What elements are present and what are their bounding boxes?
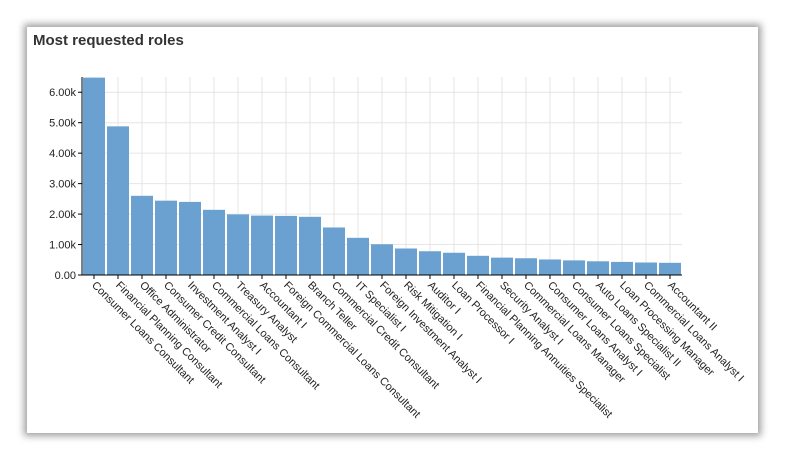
- bar-chart: 0.00 1.00k 2.00k 3.00k 4.00k 5.00k 6.00k Consu…: [49, 77, 746, 421]
- bar[interactable]: [587, 261, 609, 275]
- bar[interactable]: [275, 215, 297, 275]
- bar[interactable]: [395, 248, 417, 275]
- bar[interactable]: [347, 237, 369, 275]
- bar[interactable]: [443, 252, 465, 275]
- chart-card: Most requested roles 0.00 1.00k 2.00k 3.00k…: [27, 27, 758, 433]
- bar[interactable]: [611, 261, 633, 275]
- y-tick-label: 3.00k: [49, 179, 76, 191]
- y-tick-labels: 0.00 1.00k 2.00k 3.00k 4.00k 5.00k 6.00k: [49, 87, 76, 282]
- bar[interactable]: [251, 215, 273, 275]
- chart-title: Most requested roles: [33, 32, 184, 49]
- y-tick-label: 2.00k: [49, 209, 76, 221]
- bar[interactable]: [515, 258, 537, 275]
- bar[interactable]: [419, 251, 441, 275]
- y-tick-label: 0.00: [55, 270, 76, 282]
- bar[interactable]: [299, 216, 321, 275]
- bars: [83, 77, 681, 276]
- bar[interactable]: [635, 262, 657, 275]
- y-tick-label: 6.00k: [49, 87, 76, 99]
- y-tick-label: 1.00k: [49, 240, 76, 252]
- bar[interactable]: [179, 201, 201, 275]
- bar[interactable]: [563, 260, 585, 275]
- bar[interactable]: [491, 257, 513, 275]
- bar[interactable]: [227, 214, 249, 275]
- y-tick-label: 5.00k: [49, 118, 76, 130]
- bar[interactable]: [203, 209, 225, 275]
- axes: [78, 77, 682, 279]
- bar[interactable]: [371, 244, 393, 275]
- bar[interactable]: [539, 259, 561, 275]
- bar[interactable]: [659, 262, 681, 275]
- bar[interactable]: [131, 195, 153, 275]
- bar[interactable]: [83, 77, 105, 276]
- bar[interactable]: [323, 227, 345, 275]
- bar[interactable]: [107, 126, 129, 276]
- bar[interactable]: [155, 200, 177, 275]
- bar[interactable]: [467, 255, 489, 275]
- y-tick-label: 4.00k: [49, 148, 76, 160]
